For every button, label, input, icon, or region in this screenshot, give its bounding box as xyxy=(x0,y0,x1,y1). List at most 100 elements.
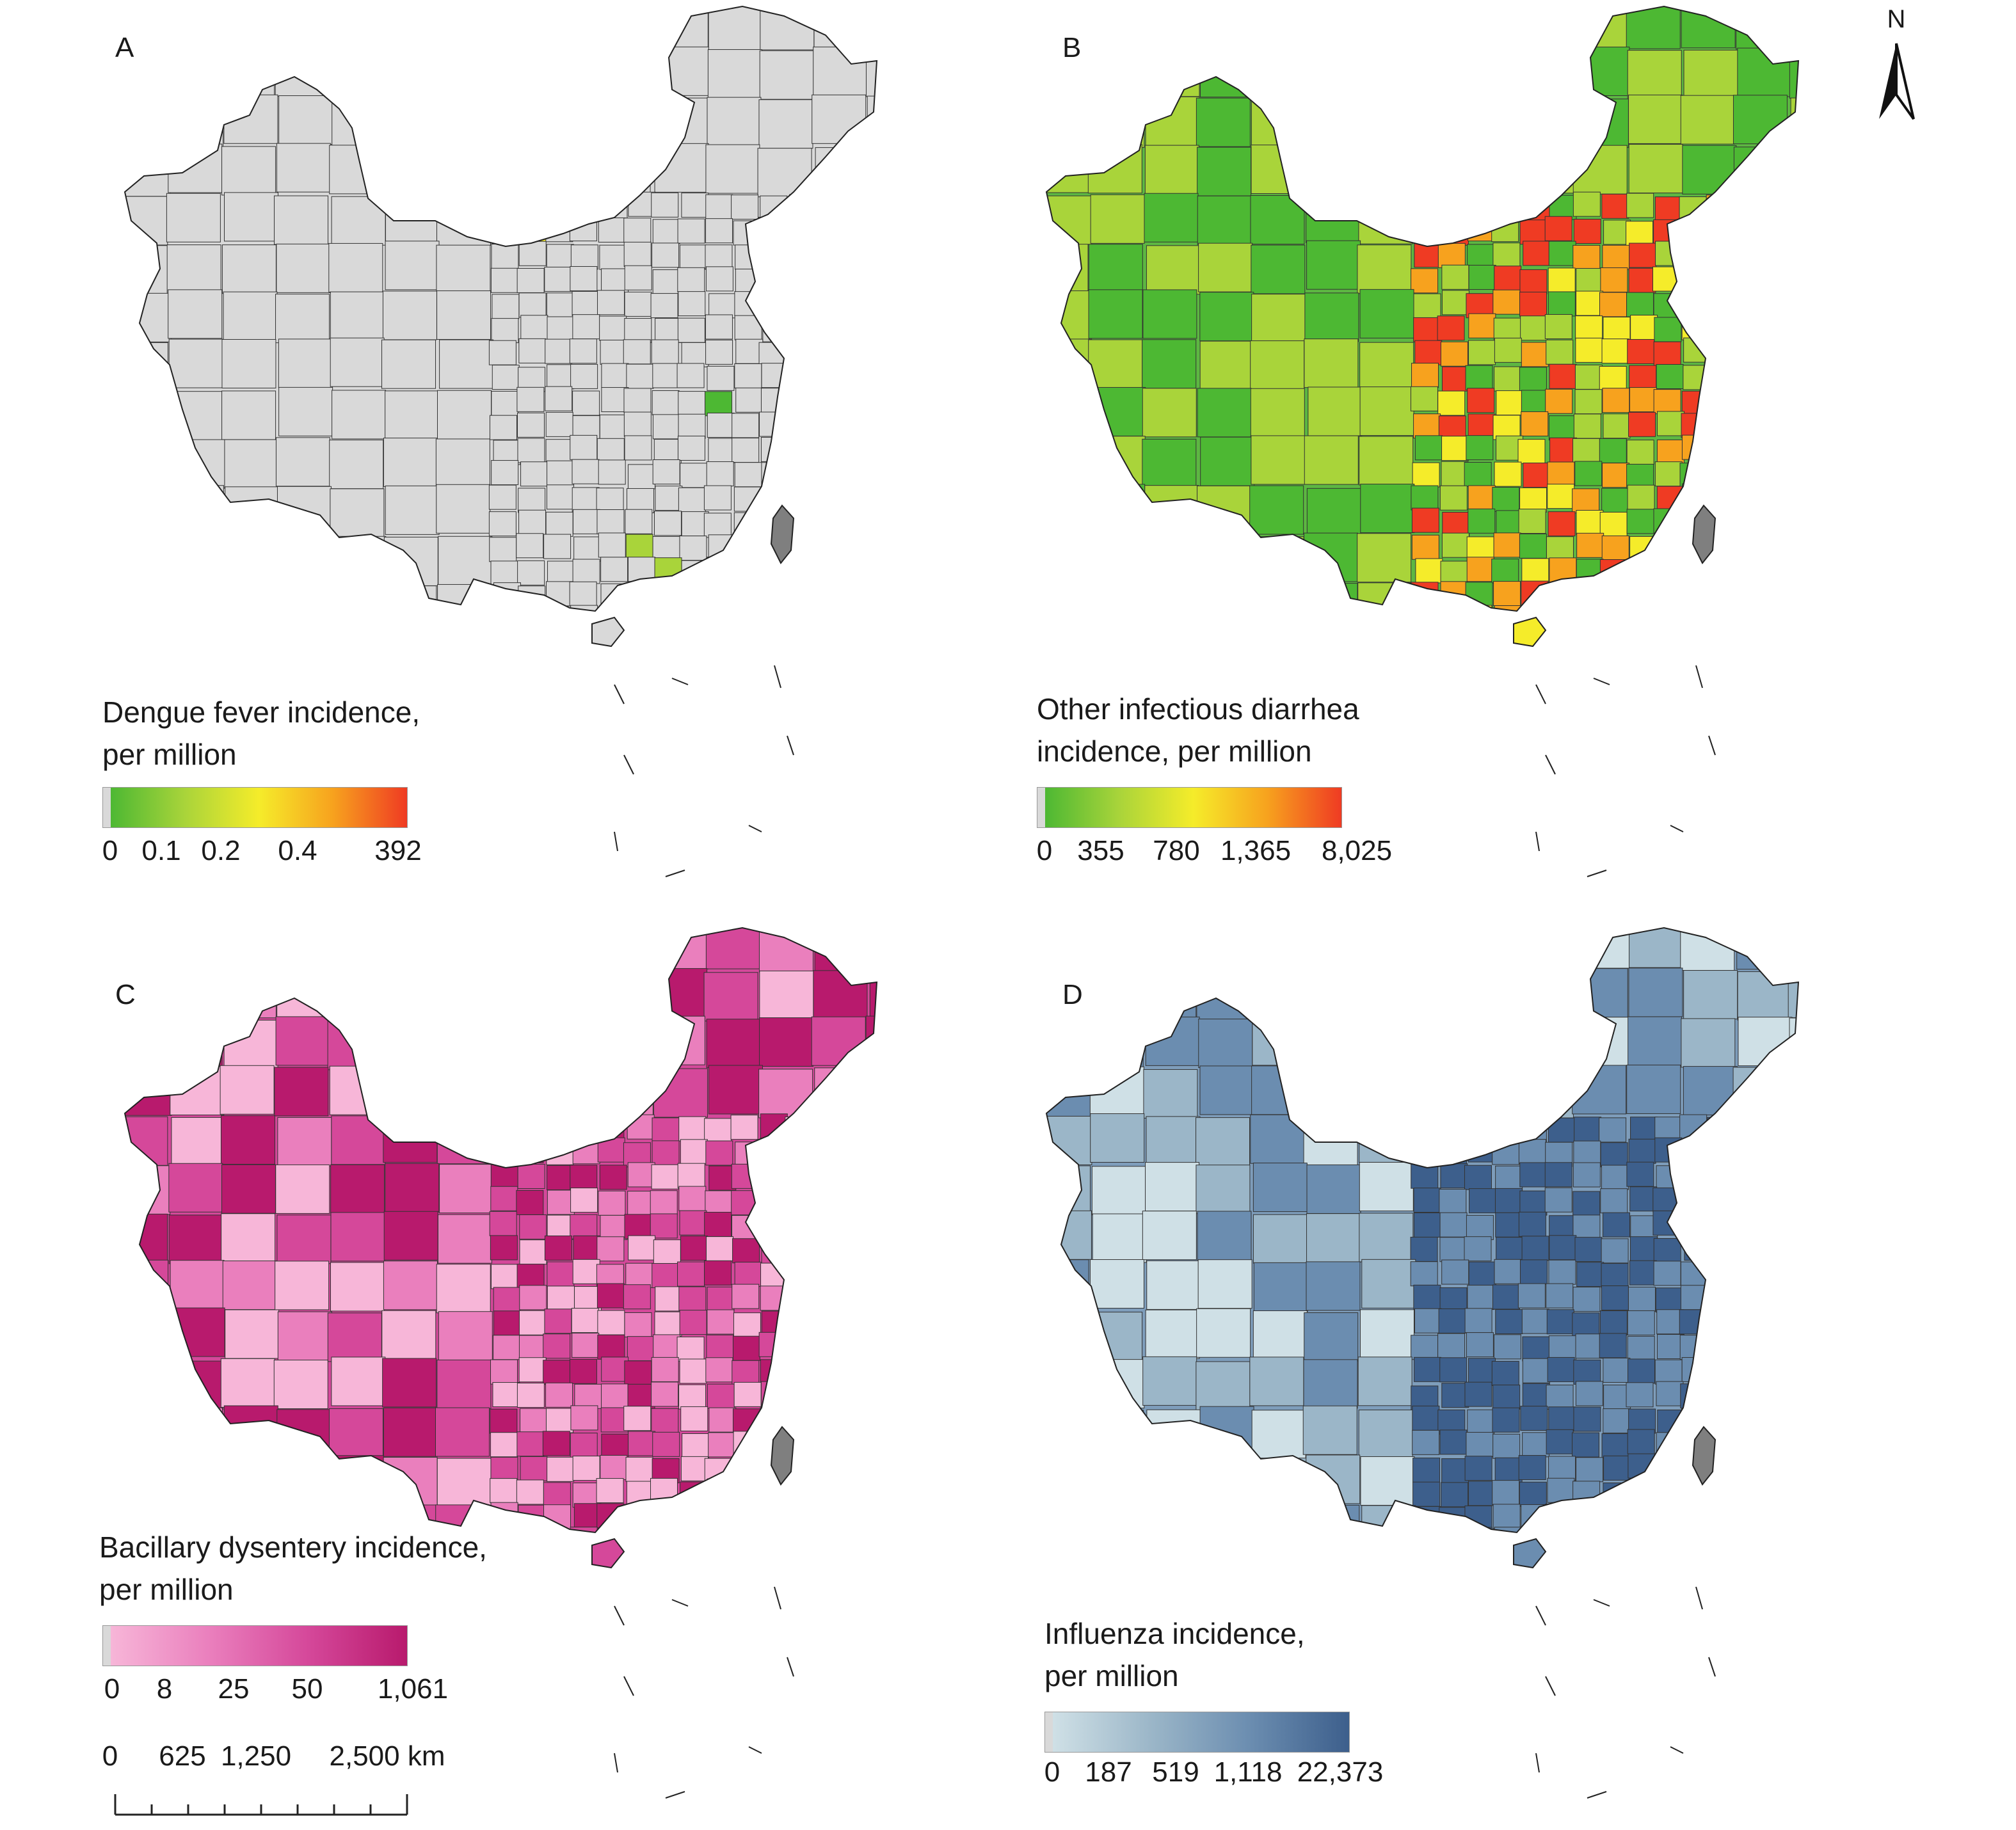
region-cell xyxy=(1144,193,1199,243)
region-cell xyxy=(1468,508,1496,534)
region-cell xyxy=(1493,532,1521,558)
region-cell xyxy=(1575,315,1603,341)
region-cell xyxy=(1653,341,1681,367)
region-cell xyxy=(651,1164,679,1190)
region-cell xyxy=(1090,1113,1145,1163)
scale-label: 0 xyxy=(102,1740,118,1772)
region-cell xyxy=(1414,243,1442,268)
region-cell xyxy=(787,219,815,245)
region-cell xyxy=(1814,1383,1841,1407)
region-cell xyxy=(573,509,601,534)
region-cell xyxy=(221,969,276,1019)
region-cell xyxy=(704,1118,732,1143)
region-cell xyxy=(1791,290,1798,316)
region-cell xyxy=(518,585,546,611)
region-cell xyxy=(1788,265,1798,290)
legend-color-ramp xyxy=(102,1625,408,1666)
region-cell xyxy=(733,486,762,512)
region-cell xyxy=(1681,390,1709,416)
region-cell xyxy=(651,339,679,365)
region-cell xyxy=(168,1019,223,1069)
region-cell xyxy=(1603,1455,1631,1481)
region-cell xyxy=(436,484,491,534)
region-cell xyxy=(1760,1261,1788,1286)
region-cell xyxy=(1733,147,1788,196)
region-cell xyxy=(488,511,516,537)
region-cell xyxy=(596,488,624,513)
region-cell xyxy=(1410,1261,1438,1287)
region-cell xyxy=(436,1069,492,1119)
region-cell xyxy=(544,266,572,292)
region-cell xyxy=(1656,363,1684,389)
region-cell xyxy=(1089,1019,1144,1069)
boundary-dash xyxy=(671,1599,689,1607)
region-cell xyxy=(1600,1142,1628,1168)
region-cell xyxy=(516,1190,544,1215)
region-cell xyxy=(223,94,278,144)
region-cell xyxy=(488,484,516,510)
region-cell xyxy=(1763,1115,1791,1140)
region-cell xyxy=(813,1454,841,1479)
region-cell xyxy=(1814,316,1841,340)
region-cell xyxy=(517,560,545,585)
region-cell xyxy=(1572,1481,1601,1506)
region-cell xyxy=(1706,365,1734,390)
region-cell xyxy=(897,1236,924,1260)
region-cell xyxy=(166,244,221,294)
region-cell xyxy=(1046,438,1089,488)
region-cell xyxy=(571,1308,599,1333)
region-cell xyxy=(1709,438,1737,463)
region-cell xyxy=(492,1016,547,1066)
region-cell xyxy=(841,386,869,412)
region-cell xyxy=(1709,241,1737,266)
region-cell xyxy=(1601,1238,1629,1264)
region-cell xyxy=(812,1359,840,1385)
region-cell xyxy=(600,583,628,609)
region-cell xyxy=(1303,1359,1358,1409)
region-cell xyxy=(1652,1210,1681,1236)
region-cell xyxy=(331,1357,386,1406)
region-cell xyxy=(1441,1458,1469,1484)
region-cell xyxy=(224,192,279,242)
region-cell xyxy=(1706,195,1734,220)
region-cell xyxy=(1710,1358,1738,1384)
region-cell xyxy=(224,533,279,583)
region-cell xyxy=(1196,1456,1251,1506)
region-cell xyxy=(1196,97,1251,147)
region-cell xyxy=(1737,971,1792,1021)
region-cell xyxy=(1249,536,1304,586)
region-cell xyxy=(1492,1480,1520,1506)
region-cell xyxy=(1628,1016,1683,1066)
region-cell xyxy=(1251,145,1306,195)
region-cell xyxy=(1465,365,1493,390)
region-cell xyxy=(867,508,877,534)
region-cell xyxy=(1199,1065,1254,1115)
region-cell xyxy=(650,1015,705,1065)
region-cell xyxy=(166,193,221,243)
region-cell xyxy=(1518,1139,1546,1165)
region-cell xyxy=(436,47,492,97)
region-cell xyxy=(893,244,920,269)
region-cell xyxy=(867,1453,877,1479)
region-cell xyxy=(735,387,764,413)
panel-letter: A xyxy=(115,32,134,63)
region-cell xyxy=(897,1188,924,1212)
region-cell xyxy=(895,266,922,290)
region-cell xyxy=(1142,388,1197,438)
region-cell xyxy=(652,1431,680,1457)
region-cell xyxy=(125,1358,168,1408)
region-cell xyxy=(1761,411,1789,436)
region-cell xyxy=(1629,365,1657,390)
region-cell xyxy=(382,1358,437,1408)
region-cell xyxy=(1629,1506,1658,1532)
region-cell xyxy=(653,1239,681,1265)
region-cell xyxy=(1626,1064,1681,1114)
region-cell xyxy=(545,386,573,411)
region-cell xyxy=(598,1067,653,1117)
region-cell xyxy=(1761,365,1789,390)
region-cell xyxy=(814,1189,842,1214)
region-cell xyxy=(596,509,625,534)
region-cell xyxy=(1816,605,1843,630)
region-cell xyxy=(868,928,877,973)
region-cell xyxy=(488,340,516,365)
